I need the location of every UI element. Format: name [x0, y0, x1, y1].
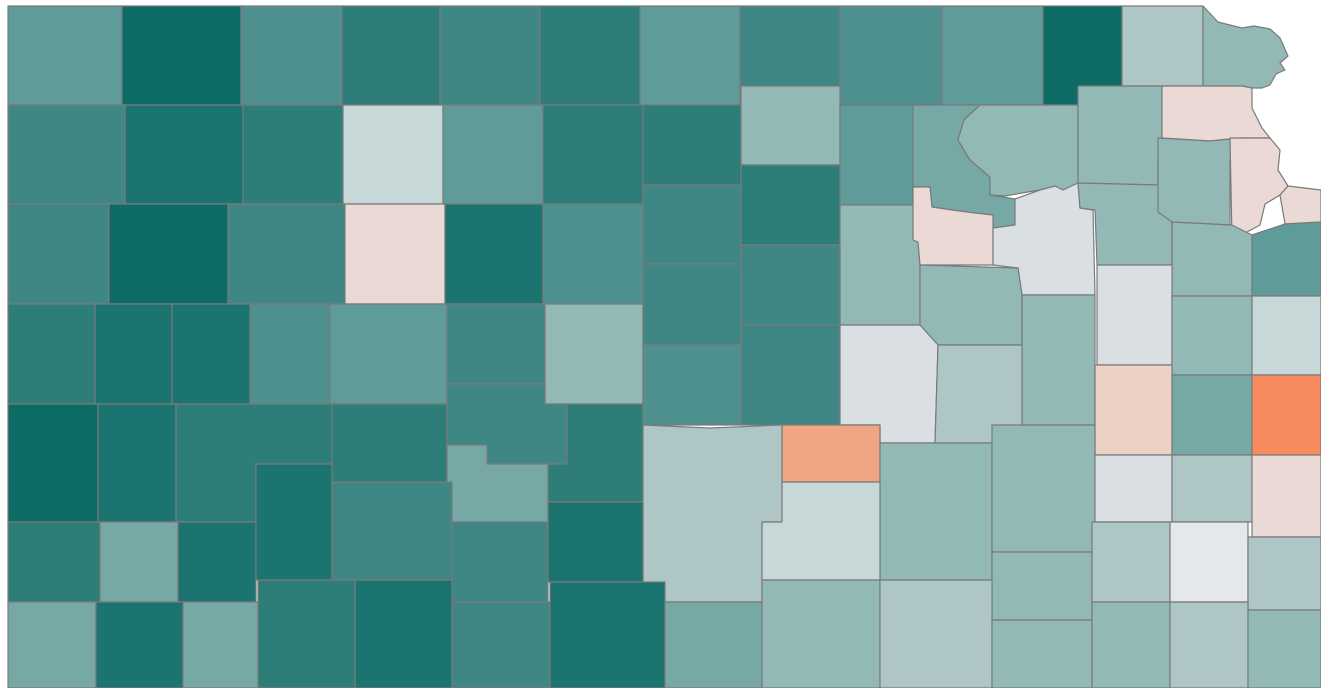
county-c93[interactable] [182, 601, 259, 688]
county-c59[interactable] [97, 403, 177, 523]
county-c08[interactable] [739, 5, 841, 87]
county-c44[interactable] [7, 303, 96, 405]
county-c03[interactable] [240, 5, 343, 106]
county-c85[interactable] [547, 501, 644, 583]
county-c104[interactable] [1247, 609, 1321, 688]
county-layer [7, 5, 1321, 688]
county-c45[interactable] [94, 303, 173, 405]
county-c31[interactable] [444, 203, 544, 305]
county-c68[interactable] [1094, 364, 1173, 456]
county-c01[interactable] [7, 5, 123, 106]
county-c24b[interactable] [1077, 85, 1163, 186]
county-c16[interactable] [242, 104, 344, 205]
county-c75[interactable] [1094, 454, 1173, 523]
county-c64[interactable] [642, 344, 742, 426]
county-c71[interactable] [642, 424, 783, 603]
county-c17[interactable] [342, 104, 444, 205]
county-c15[interactable] [124, 104, 244, 205]
county-c97[interactable] [549, 581, 666, 688]
county-c57[interactable] [1021, 294, 1096, 426]
county-c73[interactable] [879, 442, 993, 581]
county-c20[interactable] [642, 104, 742, 186]
county-c21[interactable] [740, 85, 841, 166]
county-c52[interactable] [740, 244, 841, 326]
county-c29[interactable] [227, 203, 346, 305]
county-c04[interactable] [341, 5, 441, 106]
county-c65[interactable] [740, 324, 841, 426]
county-c34[interactable] [740, 164, 841, 246]
county-c55[interactable] [1171, 295, 1253, 376]
county-c74[interactable] [991, 424, 1096, 553]
county-c96[interactable] [451, 601, 551, 688]
county-c84[interactable] [451, 521, 549, 603]
county-c49[interactable] [446, 303, 546, 385]
county-c56[interactable] [1251, 295, 1321, 376]
county-c88[interactable] [1091, 521, 1171, 603]
county-c14[interactable] [7, 104, 126, 205]
county-c51[interactable] [642, 263, 742, 346]
county-c28[interactable] [108, 203, 229, 305]
county-c80[interactable] [99, 521, 179, 603]
county-c32[interactable] [542, 203, 644, 305]
county-c100[interactable] [879, 579, 993, 688]
county-c41b[interactable] [1279, 185, 1321, 225]
county-c02[interactable] [121, 5, 242, 106]
county-c22[interactable] [839, 104, 914, 206]
county-c79[interactable] [7, 521, 101, 603]
county-c33[interactable] [642, 184, 742, 265]
county-c10[interactable] [941, 5, 1044, 106]
county-c58[interactable] [7, 403, 99, 523]
county-c19[interactable] [542, 104, 644, 205]
county-c53[interactable] [919, 264, 1023, 346]
county-c83[interactable] [331, 481, 453, 581]
county-c92[interactable] [95, 601, 184, 688]
county-c77[interactable] [1251, 454, 1321, 538]
county-c76[interactable] [1171, 454, 1253, 523]
county-c12[interactable] [1121, 5, 1204, 87]
county-c09[interactable] [839, 5, 943, 106]
county-c70[interactable] [1251, 374, 1321, 456]
county-c99[interactable] [761, 579, 881, 688]
county-c27[interactable] [7, 203, 110, 305]
county-c90[interactable] [1247, 536, 1321, 611]
county-c82[interactable] [255, 463, 333, 581]
county-c87[interactable] [991, 551, 1093, 621]
county-c101[interactable] [991, 619, 1093, 688]
county-c42[interactable] [1171, 221, 1253, 297]
county-c07[interactable] [639, 5, 741, 106]
county-c102[interactable] [1091, 601, 1171, 688]
county-c103[interactable] [1169, 601, 1249, 688]
county-c94[interactable] [257, 579, 356, 688]
county-c43[interactable] [1251, 221, 1321, 297]
county-c06[interactable] [539, 5, 641, 106]
county-c40[interactable] [1157, 137, 1241, 226]
county-c69[interactable] [1171, 374, 1253, 456]
county-c47[interactable] [249, 303, 331, 405]
county-c50[interactable] [544, 303, 644, 405]
county-c18[interactable] [442, 104, 544, 205]
county-c37[interactable] [912, 186, 994, 266]
county-c54[interactable] [1096, 264, 1173, 366]
county-c05[interactable] [439, 5, 541, 106]
county-c95[interactable] [354, 579, 453, 688]
county-c72[interactable] [781, 424, 881, 483]
county-c81[interactable] [177, 521, 257, 603]
county-c46[interactable] [171, 303, 251, 405]
county-c98[interactable] [664, 601, 763, 688]
county-c30[interactable] [344, 203, 446, 305]
county-c89[interactable] [1169, 521, 1249, 603]
county-c91[interactable] [7, 601, 97, 688]
county-c61[interactable] [331, 403, 448, 483]
county-c48[interactable] [329, 303, 448, 405]
